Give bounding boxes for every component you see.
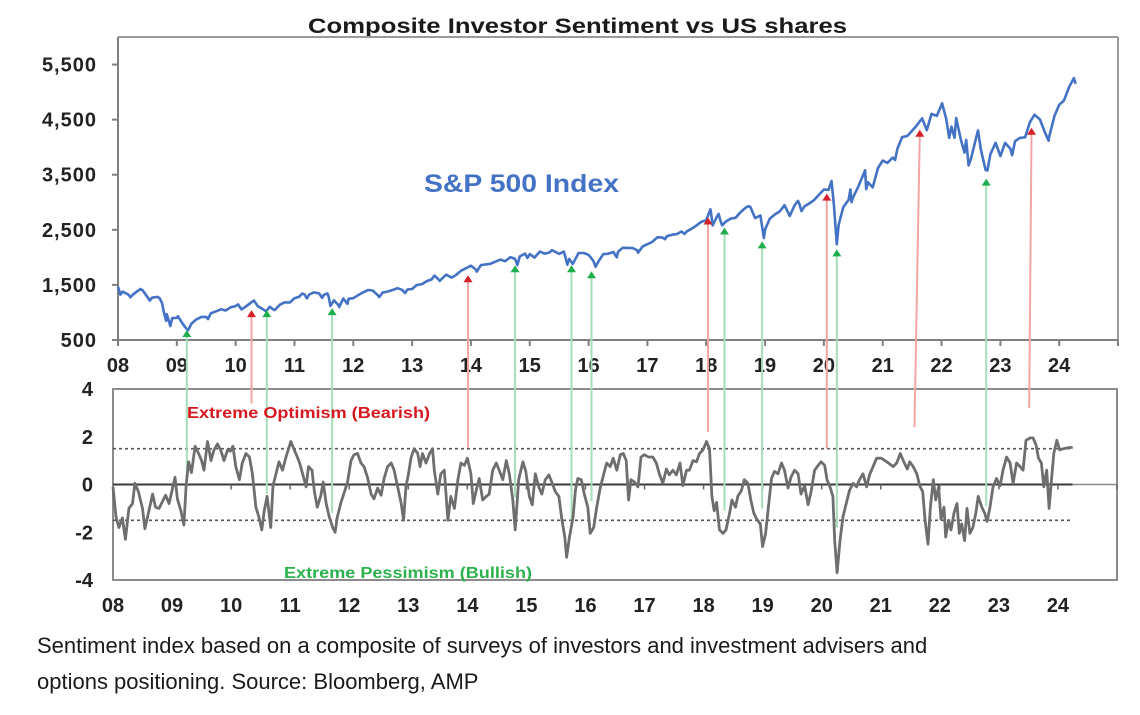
x-tick-label: 22 — [929, 595, 951, 617]
chart-title: Composite Investor Sentiment vs US share… — [308, 15, 847, 38]
x-tick-label: 21 — [872, 355, 894, 377]
signal-marker-pessimism — [981, 178, 991, 186]
x-tick-label: 21 — [870, 595, 892, 617]
extreme-optimism-label: Extreme Optimism (Bearish) — [187, 405, 430, 422]
x-tick-label: 15 — [519, 355, 541, 377]
y-tick-label: 4 — [82, 379, 94, 401]
signal-marker-pessimism — [262, 310, 272, 318]
sentiment-vs-shares-chart: Composite Investor Sentiment vs US share… — [42, 15, 1119, 617]
x-tick-label: 11 — [280, 595, 301, 617]
chart-caption: Sentiment index based on a composite of … — [37, 628, 1117, 700]
x-tick-label: 14 — [456, 595, 479, 617]
y-tick-label: 5,500 — [42, 55, 97, 77]
signal-line-optimism — [913, 134, 921, 428]
signal-marker-optimism — [822, 193, 832, 201]
x-tick-label: 24 — [1047, 595, 1070, 617]
x-tick-label: 11 — [284, 355, 305, 377]
signal-marker-optimism — [915, 129, 925, 137]
y-tick-label: 3,500 — [42, 165, 97, 187]
signal-marker-pessimism — [182, 330, 192, 338]
signal-marker-optimism — [463, 275, 473, 283]
y-tick-label: 0 — [82, 475, 93, 497]
signal-marker-pessimism — [587, 271, 597, 279]
x-tick-label: 10 — [220, 595, 242, 617]
x-tick-label: 13 — [397, 595, 419, 617]
y-tick-label: 4,500 — [42, 110, 97, 132]
x-tick-label: 16 — [577, 355, 599, 377]
y-tick-label: -4 — [75, 570, 94, 592]
sentiment-line — [111, 436, 1073, 575]
x-tick-label: 12 — [338, 595, 360, 617]
signal-marker-optimism — [703, 217, 713, 225]
signal-marker-pessimism — [567, 265, 577, 273]
y-tick-label: 2,500 — [42, 220, 97, 242]
x-tick-label: 09 — [161, 595, 183, 617]
signal-marker-optimism — [1027, 127, 1037, 135]
caption-line-1: Sentiment index based on a composite of … — [37, 633, 928, 658]
extreme-pessimism-label: Extreme Pessimism (Bullish) — [284, 565, 532, 582]
x-tick-label: 08 — [107, 355, 129, 377]
x-tick-label: 15 — [515, 595, 537, 617]
signal-marker-optimism — [247, 310, 257, 318]
signal-markers — [182, 127, 1037, 338]
signal-marker-pessimism — [719, 227, 729, 235]
signal-marker-pessimism — [757, 241, 767, 249]
signal-connectors — [185, 132, 1033, 528]
x-tick-label: 19 — [754, 355, 776, 377]
x-tick-label: 23 — [988, 595, 1010, 617]
x-tick-label: 19 — [752, 595, 774, 617]
x-tick-label: 24 — [1048, 355, 1071, 377]
y-tick-label: -2 — [75, 522, 93, 544]
x-tick-label: 16 — [574, 595, 596, 617]
x-tick-label: 13 — [401, 355, 423, 377]
signal-marker-pessimism — [832, 249, 842, 257]
x-tick-label: 22 — [930, 355, 952, 377]
sp500-series-label: S&P 500 Index — [424, 170, 619, 198]
signal-marker-pessimism — [327, 308, 337, 316]
x-tick-label: 20 — [811, 595, 833, 617]
x-tick-label: 12 — [342, 355, 364, 377]
x-tick-label: 09 — [166, 355, 188, 377]
x-tick-label: 18 — [692, 595, 714, 617]
y-tick-label: 500 — [61, 330, 97, 352]
y-tick-label: 2 — [82, 427, 93, 449]
x-tick-label: 18 — [695, 355, 717, 377]
x-tick-label: 17 — [633, 595, 655, 617]
caption-line-2: options positioning. Source: Bloomberg, … — [37, 669, 479, 694]
x-tick-label: 23 — [989, 355, 1011, 377]
x-tick-label: 17 — [636, 355, 658, 377]
sp500-line — [116, 76, 1077, 332]
x-tick-label: 20 — [813, 355, 835, 377]
x-tick-label: 14 — [460, 355, 483, 377]
x-tick-label: 10 — [225, 355, 247, 377]
y-tick-label: 1,500 — [42, 275, 97, 297]
signal-marker-pessimism — [510, 265, 520, 273]
sp500-panel: 5,500 4,500 3,500 2,500 1,500 500 08 09 10 11 12 13… — [42, 36, 1119, 377]
x-tick-label: 08 — [102, 595, 124, 617]
signal-line-optimism — [1028, 132, 1033, 409]
